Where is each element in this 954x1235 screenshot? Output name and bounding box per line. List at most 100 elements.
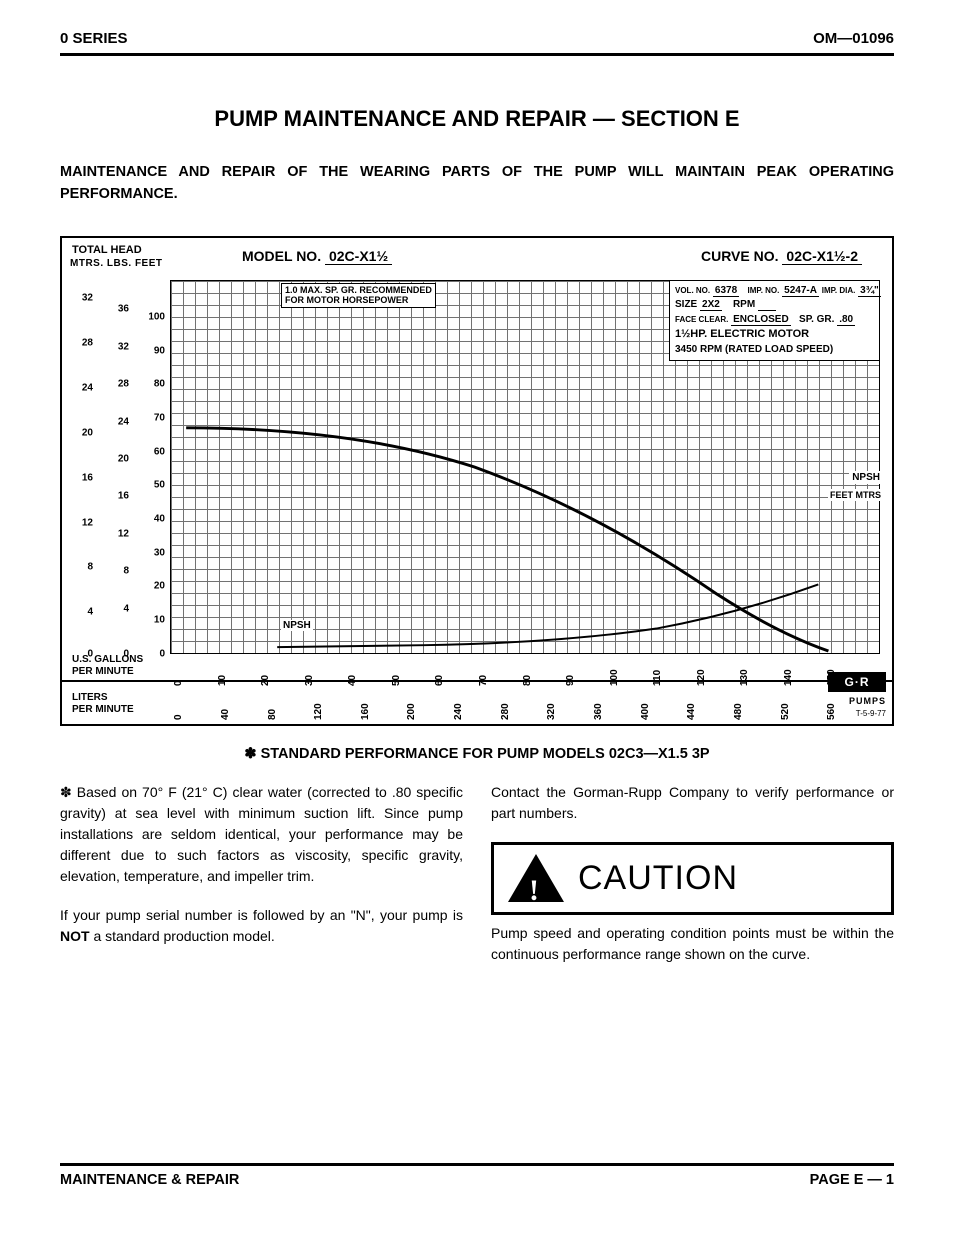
pumps-label: PUMPS: [849, 696, 886, 706]
y-tick: 90: [154, 345, 165, 356]
x-tick: 100: [609, 669, 620, 686]
x-tick: 30: [304, 674, 315, 685]
y-tick: 8: [123, 566, 129, 577]
footer-right: PAGE E — 1: [810, 1172, 894, 1188]
npsh-curve: [277, 584, 818, 647]
caution-label: CAUTION: [578, 853, 738, 904]
caution-body: Pump speed and operating condition point…: [491, 923, 894, 965]
performance-chart: TOTAL HEAD MTRS. LBS. FEET MODEL NO. 02C…: [60, 236, 894, 726]
x-tick: 10: [217, 674, 228, 685]
y-tick: 16: [118, 491, 129, 502]
model-prefix: MODEL NO.: [242, 248, 321, 264]
x-gpm-l1: U.S. GALLONS: [72, 654, 143, 666]
y-tick: 12: [118, 528, 129, 539]
x-tick: 360: [593, 703, 604, 720]
page-footer: MAINTENANCE & REPAIR PAGE E — 1: [60, 1163, 894, 1188]
curve-prefix: CURVE NO.: [701, 248, 779, 264]
x-tick: 280: [500, 703, 511, 720]
x-gpm-l2: PER MINUTE: [72, 666, 143, 678]
y-tick: 0: [159, 648, 165, 659]
p2c: a standard production model.: [90, 928, 275, 944]
x-tick: 50: [391, 674, 402, 685]
x-tick: 560: [826, 703, 837, 720]
x-tick: 0: [173, 714, 184, 720]
y-tick: 24: [82, 382, 93, 393]
y-tick: 32: [118, 341, 129, 352]
x-lpm-label: LITERS PER MINUTE: [72, 692, 134, 716]
intro-text: MAINTENANCE AND REPAIR OF THE WEARING PA…: [60, 162, 894, 206]
body-columns: ✽ Based on 70° F (21° C) clear water (co…: [60, 782, 894, 983]
x-tick: 110: [652, 669, 663, 685]
x-tick: 40: [347, 674, 358, 685]
body-p3: Contact the Gorman-Rupp Company to verif…: [491, 782, 894, 824]
y-tick: 80: [154, 379, 165, 390]
y-tick: 100: [148, 311, 165, 322]
x-tick: 400: [640, 703, 651, 720]
x-lpm-l2: PER MINUTE: [72, 704, 134, 716]
y-tick: 12: [82, 517, 93, 528]
x-ticks-gpm: 0102030405060708090100110120130140150: [170, 658, 880, 680]
page-header: 0 SERIES OM—01096: [60, 30, 894, 56]
body-p2: If your pump serial number is followed b…: [60, 905, 463, 947]
x-tick: 240: [453, 703, 464, 720]
x-tick: 480: [733, 703, 744, 720]
x-gpm-label: U.S. GALLONS PER MINUTE: [72, 654, 143, 678]
x-divider: [62, 680, 892, 682]
x-tick: 120: [313, 703, 324, 720]
x-ticks-lpm: 0408012016020024028032036040044048052056…: [170, 692, 880, 714]
x-tick: 90: [565, 674, 576, 685]
y-tick: 30: [154, 547, 165, 558]
x-tick: 140: [783, 669, 794, 686]
x-lpm-l1: LITERS: [72, 692, 134, 704]
x-tick: 80: [267, 708, 278, 719]
head-curve: [186, 427, 828, 650]
y-tick: 20: [154, 581, 165, 592]
warning-triangle-icon: [508, 854, 564, 902]
y-tick: 4: [87, 607, 93, 618]
x-tick: 160: [360, 703, 371, 720]
model-value: 02C-X1½: [325, 248, 392, 265]
header-right: OM—01096: [813, 30, 894, 47]
x-tick: 40: [220, 708, 231, 719]
right-column: Contact the Gorman-Rupp Company to verif…: [491, 782, 894, 983]
y-axis-ticks: 322824201612840 36322824201612840 100908…: [62, 280, 168, 654]
y-tick: 70: [154, 412, 165, 423]
curve-value: 02C-X1½-2: [782, 248, 862, 265]
chart-date: T-5-9-77: [856, 709, 886, 718]
x-tick: 440: [686, 703, 697, 720]
caution-box: CAUTION: [491, 842, 894, 915]
y-tick: 50: [154, 480, 165, 491]
model-number: MODEL NO. 02C-X1½: [242, 248, 392, 264]
y-tick: 20: [118, 454, 129, 465]
curve-number: CURVE NO. 02C-X1½-2: [701, 248, 862, 264]
y-tick: 28: [82, 338, 93, 349]
axis-units-label: MTRS. LBS. FEET: [70, 258, 163, 269]
y-tick: 16: [82, 472, 93, 483]
p2a: If your pump serial number is followed b…: [60, 907, 463, 923]
footer-left: MAINTENANCE & REPAIR: [60, 1172, 239, 1188]
y-tick: 60: [154, 446, 165, 457]
chart-grid: 1.0 MAX. SP. GR. RECOMMENDED FOR MOTOR H…: [170, 280, 880, 654]
y-tick: 36: [118, 304, 129, 315]
p2b: NOT: [60, 928, 90, 944]
y-tick: 4: [123, 603, 129, 614]
x-tick: 130: [739, 669, 750, 686]
x-tick: 200: [406, 703, 417, 720]
y-tick: 28: [118, 379, 129, 390]
y-tick: 10: [154, 614, 165, 625]
left-column: ✽ Based on 70° F (21° C) clear water (co…: [60, 782, 463, 983]
body-p1: ✽ Based on 70° F (21° C) clear water (co…: [60, 782, 463, 887]
total-head-label: TOTAL HEAD: [72, 244, 142, 256]
gr-logo: G·R: [828, 672, 886, 692]
y-tick: 20: [82, 427, 93, 438]
x-tick: 0: [173, 680, 184, 686]
curve-svg: [171, 281, 879, 653]
y-tick: 8: [87, 562, 93, 573]
header-left: 0 SERIES: [60, 30, 128, 47]
chart-caption: ✽ STANDARD PERFORMANCE FOR PUMP MODELS 0…: [60, 746, 894, 762]
y-tick: 32: [82, 293, 93, 304]
x-tick: 520: [780, 703, 791, 720]
y-tick: 24: [118, 416, 129, 427]
x-tick: 120: [696, 669, 707, 686]
x-tick: 70: [478, 674, 489, 685]
